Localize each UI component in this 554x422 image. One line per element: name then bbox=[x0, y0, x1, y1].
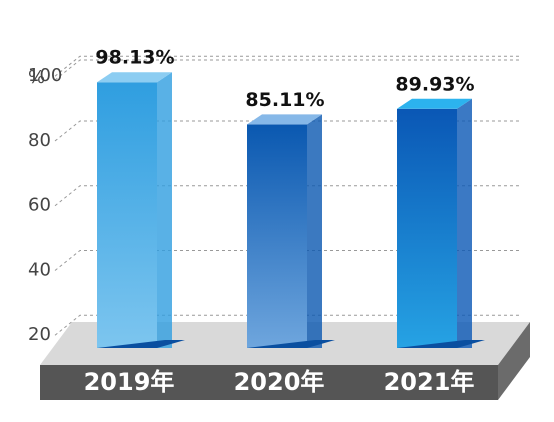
y-tick-label: 60 bbox=[28, 195, 51, 216]
bar bbox=[247, 124, 307, 348]
x-tick-label: 2020年 bbox=[234, 368, 325, 396]
bar-shadow bbox=[97, 340, 185, 348]
top-guide bbox=[54, 59, 520, 81]
y-tick-label: 20 bbox=[28, 324, 51, 345]
x-tick-label: 2019年 bbox=[84, 368, 175, 396]
bar-top bbox=[247, 114, 322, 125]
bar bbox=[397, 108, 457, 348]
platform-side bbox=[498, 322, 530, 400]
bar-side bbox=[157, 72, 172, 348]
bar-top bbox=[397, 98, 472, 109]
grid-line bbox=[54, 55, 520, 77]
grid bbox=[54, 55, 520, 336]
value-label: 98.13% bbox=[95, 47, 174, 69]
grid-line bbox=[54, 120, 520, 142]
y-tick-label: 100 bbox=[28, 65, 62, 86]
bar bbox=[97, 82, 157, 348]
bars bbox=[97, 72, 472, 348]
bar-side bbox=[457, 98, 472, 348]
bar-side bbox=[307, 114, 322, 348]
platform-front bbox=[40, 365, 498, 400]
x-tick-label: 2021年 bbox=[384, 368, 475, 396]
bar-shadow bbox=[247, 340, 335, 348]
bar-top bbox=[97, 72, 172, 83]
value-label: 89.93% bbox=[395, 73, 474, 95]
grid-line bbox=[54, 185, 520, 207]
y-tick-label: 40 bbox=[28, 259, 51, 280]
bar-shadow bbox=[397, 340, 485, 348]
value-label: 85.11% bbox=[245, 89, 324, 111]
y-tick-label: 80 bbox=[28, 130, 51, 151]
y-axis-label: % bbox=[28, 67, 45, 88]
labels: 98.13% 2019年 85.11% 2020年 89.93% 2021年 bbox=[84, 47, 475, 396]
grid-line bbox=[54, 249, 520, 271]
grid-line bbox=[54, 314, 520, 336]
